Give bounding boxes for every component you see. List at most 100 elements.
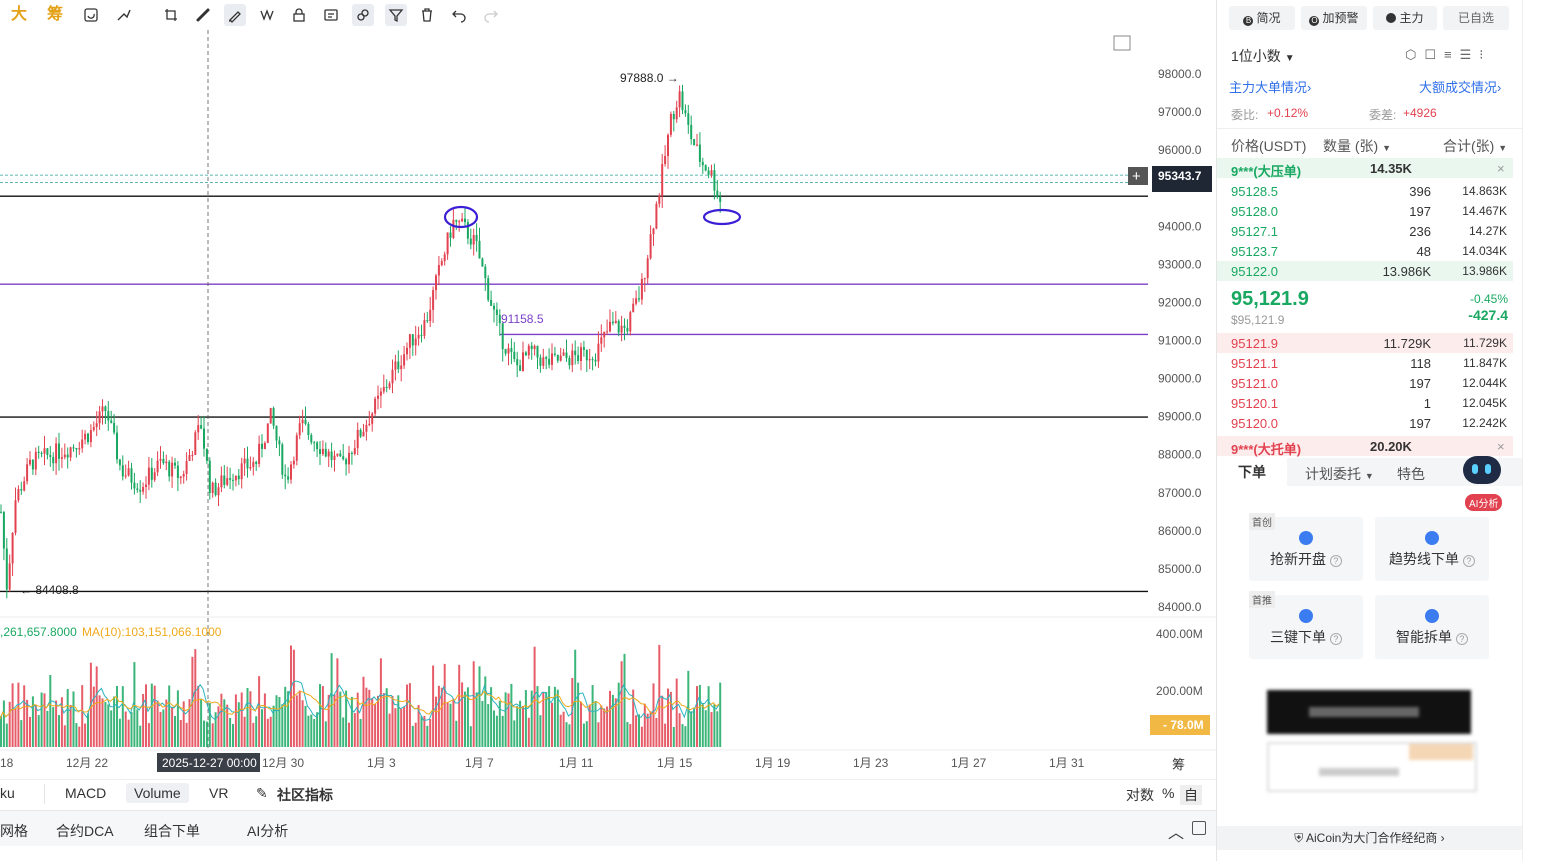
bottom-tab-grid[interactable]: 网格 <box>0 823 28 839</box>
close-icon[interactable]: × <box>1497 439 1505 454</box>
fullscreen-icon[interactable] <box>1192 821 1206 835</box>
magnet-icon[interactable] <box>113 4 135 26</box>
ai-analysis-badge[interactable]: AI分析 <box>1465 494 1503 511</box>
candle-body <box>5 548 8 590</box>
big-ask-row[interactable]: 9***(大压单) 14.35K × <box>1217 158 1513 179</box>
log-scale-toggle[interactable]: 对数 <box>1126 787 1154 803</box>
percent-scale-toggle[interactable]: % <box>1162 785 1175 801</box>
candle-body <box>606 331 609 333</box>
broker-footer[interactable]: ⛨ AiCoin为大门合作经纪商 › <box>1217 826 1522 850</box>
tab-overview[interactable]: B 简况 <box>1229 6 1295 30</box>
volume-bar <box>139 725 142 747</box>
pen-icon[interactable] <box>224 4 246 26</box>
ask-total: 14.27K <box>1468 224 1507 238</box>
volume-bar <box>507 693 510 747</box>
volume-bar <box>162 709 165 747</box>
filter-icon[interactable] <box>385 4 407 26</box>
ad-banner[interactable] <box>1267 690 1471 734</box>
bid-row[interactable]: 95121.9 11.729K 11.729K <box>1217 333 1513 353</box>
volume-bar <box>423 715 426 747</box>
card-snipe-open[interactable]: 首创 抢新开盘 ? <box>1249 513 1363 581</box>
template-icon[interactable] <box>320 4 342 26</box>
large-trade-link[interactable]: 大额成交情况› <box>1419 80 1502 95</box>
chevron-down-icon: ▼ <box>1498 143 1508 153</box>
ask-row[interactable]: 95122.0 13.986K 13.986K <box>1217 261 1513 281</box>
ask-row[interactable]: 95128.0 197 14.467K <box>1217 201 1513 221</box>
candle-body <box>707 170 710 175</box>
crop-icon[interactable] <box>160 4 182 26</box>
chevron-up-icon[interactable]: ︿ <box>1168 825 1185 842</box>
precision-select[interactable]: 1位小数 ▼ <box>1231 46 1295 66</box>
ad-banner-secondary[interactable] <box>1267 742 1477 792</box>
card-three-key-order[interactable]: 首推 三键下单 ? <box>1249 591 1363 659</box>
trash-icon[interactable] <box>416 4 438 26</box>
candle-body <box>171 462 174 477</box>
col-total-header[interactable]: 合计(张) ▼ <box>1443 136 1507 156</box>
volume-bar <box>669 691 672 747</box>
order-tab-place[interactable]: 下单 <box>1217 458 1287 486</box>
candle-body <box>98 411 101 424</box>
refresh-icon[interactable] <box>80 4 102 26</box>
help-icon[interactable]: ? <box>1455 633 1468 645</box>
help-icon[interactable]: ? <box>1329 555 1342 567</box>
indicator-tab-vr[interactable]: VR <box>209 785 229 801</box>
candle-body <box>20 489 23 491</box>
card-smart-split[interactable]: 智能拆单 ? <box>1375 595 1489 659</box>
volume-bar <box>205 721 208 747</box>
bottom-tab-combo-order[interactable]: 组合下单 <box>144 823 200 839</box>
bid-row[interactable]: 95121.0 197 12.044K <box>1217 373 1513 393</box>
auto-scale-toggle[interactable]: 自 <box>1180 785 1202 805</box>
bottom-tab-ai-analysis[interactable]: AI分析 <box>247 823 289 839</box>
candle-body <box>710 170 713 175</box>
volume-bar <box>98 695 101 747</box>
volume-bar <box>429 719 432 747</box>
bid-row[interactable]: 95121.1 118 11.847K <box>1217 353 1513 373</box>
main-order-link[interactable]: 主力大单情况› <box>1229 80 1312 95</box>
indicator-tab-community[interactable]: 社区指标 <box>277 787 333 803</box>
tab-alert-label: 加预警 <box>1322 11 1359 25</box>
tab-watchlist[interactable]: 已自选 <box>1443 6 1509 30</box>
bottom-tab-dca[interactable]: 合约DCA <box>56 823 114 839</box>
ai-robot-icon[interactable] <box>1463 456 1501 484</box>
ruler-icon[interactable] <box>192 4 214 26</box>
ratio-label: 委比: <box>1231 108 1259 122</box>
bid-row[interactable]: 95120.1 1 12.045K <box>1217 393 1513 413</box>
community-indicator-icon[interactable]: ✎ <box>256 785 268 801</box>
ask-qty: 48 <box>1416 244 1431 259</box>
pattern-icon[interactable] <box>256 4 278 26</box>
help-icon[interactable]: ? <box>1329 633 1342 645</box>
volume-bar <box>63 725 66 747</box>
card-trendline-order[interactable]: 趋势线下单 ? <box>1375 517 1489 581</box>
order-tab-special[interactable]: 特色 <box>1397 466 1425 482</box>
view-mode-icons[interactable]: ⬡☐≡☰⁝ <box>1405 47 1492 62</box>
bid-row[interactable]: 95120.0 197 12.242K <box>1217 413 1513 433</box>
candle-body <box>49 455 52 458</box>
indicator-tab-macd[interactable]: MACD <box>65 785 107 801</box>
big-order-toggle[interactable]: 大 <box>10 6 27 23</box>
indicator-tab-ku[interactable]: ku <box>0 785 15 801</box>
undo-icon[interactable] <box>448 4 470 26</box>
bid-qty: 1 <box>1423 396 1431 411</box>
candlestick-chart[interactable]: 98000.097000.096000.095000.094000.093000… <box>0 0 1216 779</box>
indicator-tab-volume[interactable]: Volume <box>126 783 189 803</box>
chip-distribution-toggle[interactable]: 筹 <box>46 6 63 23</box>
close-icon[interactable]: × <box>1497 161 1505 176</box>
volume-bar <box>147 723 150 747</box>
lock-icon[interactable] <box>288 4 310 26</box>
volume-bar <box>719 682 722 747</box>
link-icon[interactable] <box>352 4 374 26</box>
ask-row[interactable]: 95123.7 48 14.034K <box>1217 241 1513 261</box>
candle-body <box>684 110 687 114</box>
big-bid-row[interactable]: 9***(大托单) 20.20K × <box>1217 436 1513 457</box>
ask-row[interactable]: 95128.5 396 14.863K <box>1217 181 1513 201</box>
tab-main-force[interactable]: 主力 <box>1373 6 1437 30</box>
tab-alert[interactable]: O 加预警 <box>1301 6 1367 30</box>
help-icon[interactable]: ? <box>1462 555 1475 567</box>
redo-icon[interactable] <box>480 4 502 26</box>
time-axis-label: 12月 22 <box>66 756 108 770</box>
ask-row[interactable]: 95127.1 236 14.27K <box>1217 221 1513 241</box>
col-qty-header[interactable]: 数量 (张) ▼ <box>1323 136 1391 156</box>
order-tab-plan[interactable]: 计划委托 ▼ <box>1305 464 1374 484</box>
side-scroll-strip[interactable] <box>1522 0 1561 861</box>
volume-bar <box>440 687 443 747</box>
